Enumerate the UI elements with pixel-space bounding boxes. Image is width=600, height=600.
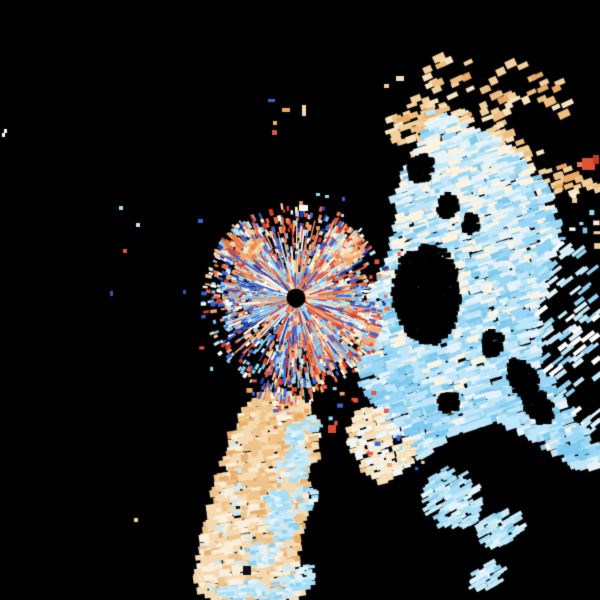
radar-canvas [0,0,600,600]
doppler-radar-velocity-image [0,0,600,600]
